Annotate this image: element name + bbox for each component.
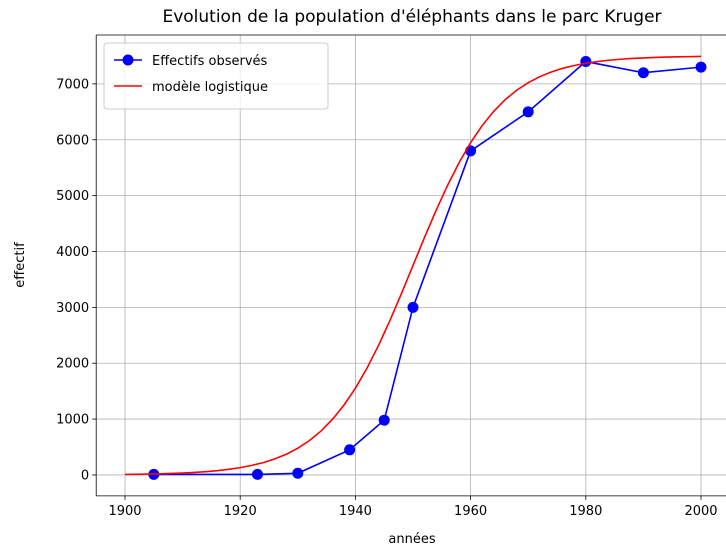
data-point — [637, 67, 649, 79]
y-axis-label: effectif — [13, 242, 28, 288]
x-tick-label: 1980 — [569, 504, 602, 519]
legend: Effectifs observés modèle logistique — [103, 42, 329, 110]
legend-box — [103, 42, 329, 110]
x-tick-label: 2000 — [684, 504, 717, 519]
data-point — [695, 61, 707, 73]
grid — [96, 35, 726, 496]
data-point — [292, 467, 304, 479]
axes: 1900 1920 1940 1960 1980 2000 0 1000 2000 3000 400… — [56, 34, 726, 519]
x-tick-label: 1900 — [108, 504, 141, 519]
legend-marker — [122, 54, 134, 66]
x-tick-label: 1960 — [454, 504, 487, 519]
y-tick-label: 7000 — [56, 77, 89, 92]
y-tick-label: 5000 — [56, 189, 89, 204]
legend-label: modèle logistique — [152, 80, 268, 95]
data-point — [251, 468, 263, 480]
y-tick-label: 3000 — [56, 301, 89, 316]
y-tick-label: 6000 — [56, 133, 89, 148]
y-tick-label: 1000 — [56, 413, 89, 428]
data-point — [407, 301, 419, 313]
legend-label: Effectifs observés — [152, 54, 268, 69]
data-point — [344, 444, 356, 456]
x-axis-label: années — [388, 532, 435, 547]
data-point — [522, 106, 534, 118]
data-point — [580, 56, 592, 68]
y-tick-label: 4000 — [56, 245, 89, 260]
data-point — [378, 414, 390, 426]
series-line — [124, 55, 702, 476]
x-tick-label: 1920 — [224, 504, 257, 519]
y-tick-label: 2000 — [56, 357, 89, 372]
chart-title: Evolution de la population d'éléphants d… — [162, 7, 661, 27]
x-tick-label: 1940 — [339, 504, 372, 519]
series-line — [153, 60, 702, 476]
y-tick-label: 0 — [81, 468, 89, 483]
plot-area — [124, 55, 707, 480]
